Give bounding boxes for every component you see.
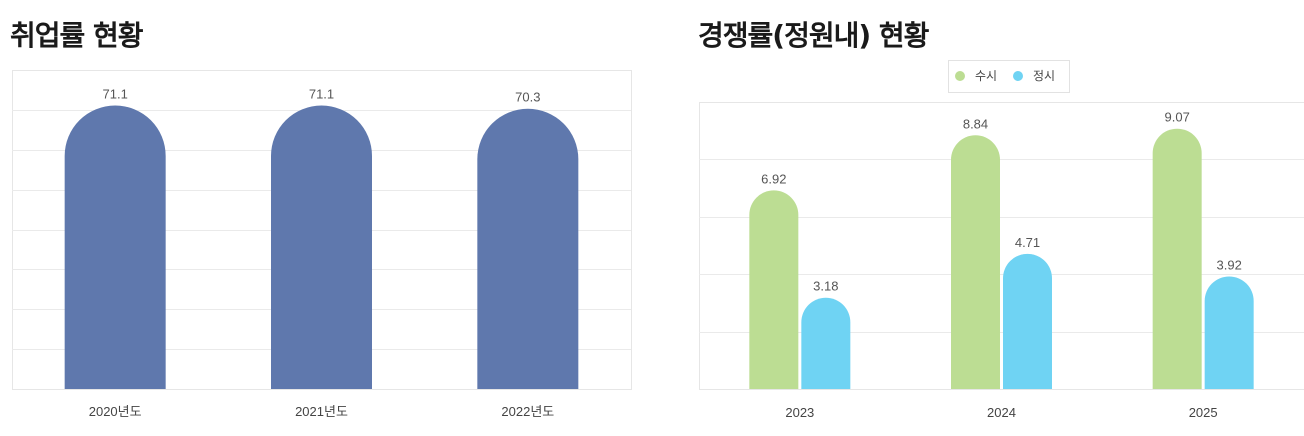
legend-label: 정시 <box>1033 69 1055 83</box>
legend-box <box>948 60 1070 93</box>
x-tick-label: 2025 <box>1189 405 1218 420</box>
legend-label: 수시 <box>975 69 997 83</box>
competition-chart: 수시 정시 6.92 3.18 2023 8.84 4.71 2024 9.07 3.92 2025 <box>699 60 1304 420</box>
bar-2022년도 <box>477 108 579 389</box>
data-label: 8.84 <box>963 116 988 131</box>
bar-정시-2025 <box>1204 276 1254 389</box>
legend-marker <box>955 71 965 81</box>
bar-2021년도 <box>271 105 372 389</box>
data-label: 9.07 <box>1165 110 1190 125</box>
bar-수시-2025 <box>1152 128 1202 390</box>
data-label: 4.71 <box>1015 235 1040 250</box>
employment-chart: 71.1 2020년도 71.1 2021년도 70.3 2022년도 <box>12 70 632 419</box>
employment-chart-title: 취업률 현황 <box>10 19 144 52</box>
legend: 수시 정시 <box>948 60 1070 93</box>
x-tick-label: 2021년도 <box>295 404 348 419</box>
data-label: 71.1 <box>309 86 334 101</box>
data-label: 6.92 <box>761 171 786 186</box>
competition-chart-title: 경쟁률(정원내) 현황 <box>698 19 929 52</box>
bar-정시-2024 <box>1003 253 1052 389</box>
bar-정시-2023 <box>801 297 851 389</box>
x-tick-label: 2024 <box>987 405 1016 420</box>
data-label: 71.1 <box>103 86 128 101</box>
data-label: 70.3 <box>515 90 540 105</box>
x-tick-label: 2020년도 <box>89 404 142 419</box>
x-tick-label: 2022년도 <box>501 404 554 419</box>
plot-border <box>699 102 1304 390</box>
x-tick-label: 2023 <box>785 405 814 420</box>
bar-수시-2023 <box>749 190 799 389</box>
data-label: 3.92 <box>1217 257 1242 272</box>
bar-수시-2024 <box>951 135 1000 389</box>
bar-2020년도 <box>64 105 166 390</box>
data-label: 3.18 <box>813 279 838 294</box>
legend-marker <box>1013 71 1023 81</box>
